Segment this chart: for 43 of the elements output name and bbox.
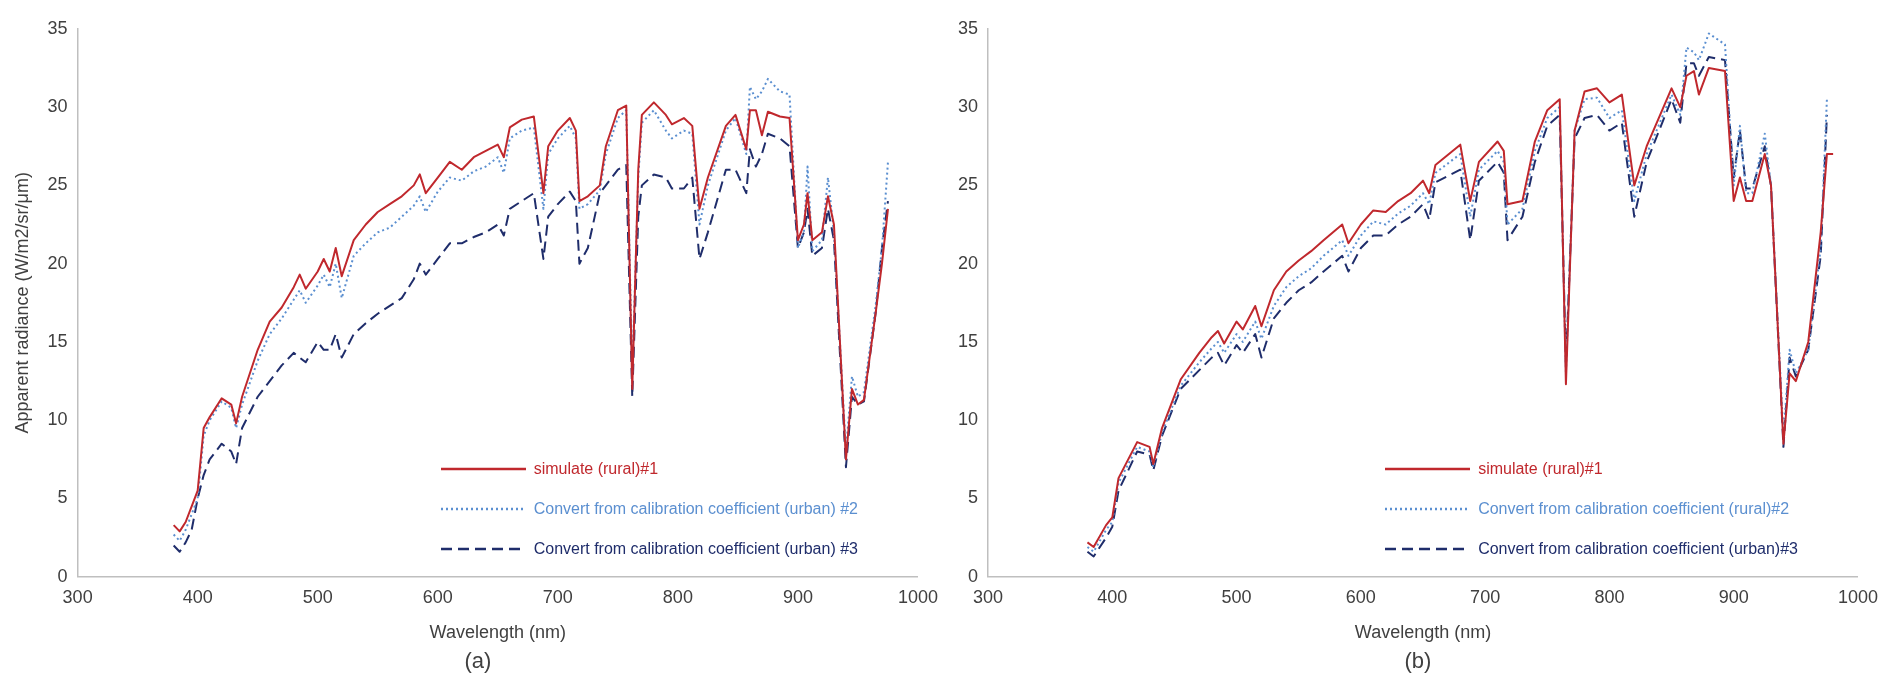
x-tick-label: 500 [302, 586, 333, 607]
text: (a) [464, 648, 492, 674]
x-tick-label: 800 [1594, 586, 1625, 607]
x-tick-label: 400 [1097, 586, 1128, 607]
y-tick-label: 10 [957, 409, 979, 430]
x-tick-label: 600 [1345, 586, 1376, 607]
x-tick-label: 700 [542, 586, 573, 607]
y-tick-label: 10 [47, 409, 68, 430]
y-tick-label: 30 [47, 96, 68, 117]
x-tick-label: 800 [662, 586, 693, 607]
x-tick-label: 900 [1718, 586, 1749, 607]
text: simulate (rural)#1 [1478, 459, 1603, 478]
x-tick-label: 600 [422, 586, 453, 607]
y-tick-label: 5 [968, 487, 979, 508]
x-axis-title: Wavelength (nm) [429, 622, 566, 643]
x-tick-label: 500 [1221, 586, 1252, 607]
text: simulate (rural)#1 [533, 459, 659, 478]
y-tick-label: 15 [957, 330, 979, 351]
y-axis-title: Apparent radiance (W/m2/sr/μm) [11, 172, 32, 434]
text: Convert from calibration coefficient (rural)#2 [1478, 499, 1790, 518]
y-tick-label: 20 [47, 252, 68, 273]
y-tick-label: 35 [957, 17, 979, 38]
x-axis-title: Wavelength (nm) [1354, 622, 1492, 643]
y-tick-label: 5 [57, 487, 68, 508]
x-tick-label: 300 [973, 586, 1004, 607]
text: Convert from calibration coefficient (urban) #2 [533, 499, 858, 518]
x-tick-label: 1000 [897, 586, 938, 607]
y-tick-label: 25 [957, 174, 979, 195]
x-tick-label: 900 [782, 586, 813, 607]
y-tick-label: 35 [47, 17, 68, 38]
text: Convert from calibration coefficient (urban)#3 [1478, 539, 1798, 558]
text: (b) [1404, 648, 1432, 674]
y-tick-label: 15 [47, 330, 68, 351]
y-tick-label: 20 [957, 252, 979, 273]
x-tick-label: 300 [62, 586, 93, 607]
x-tick-label: 700 [1470, 586, 1501, 607]
y-tick-label: 0 [968, 565, 979, 586]
x-tick-label: 1000 [1837, 586, 1878, 607]
y-tick-label: 25 [47, 174, 68, 195]
y-tick-label: 0 [57, 565, 68, 586]
x-tick-label: 400 [182, 586, 213, 607]
text: Convert from calibration coefficient (urban) #3 [533, 539, 858, 558]
y-tick-label: 30 [957, 96, 979, 117]
